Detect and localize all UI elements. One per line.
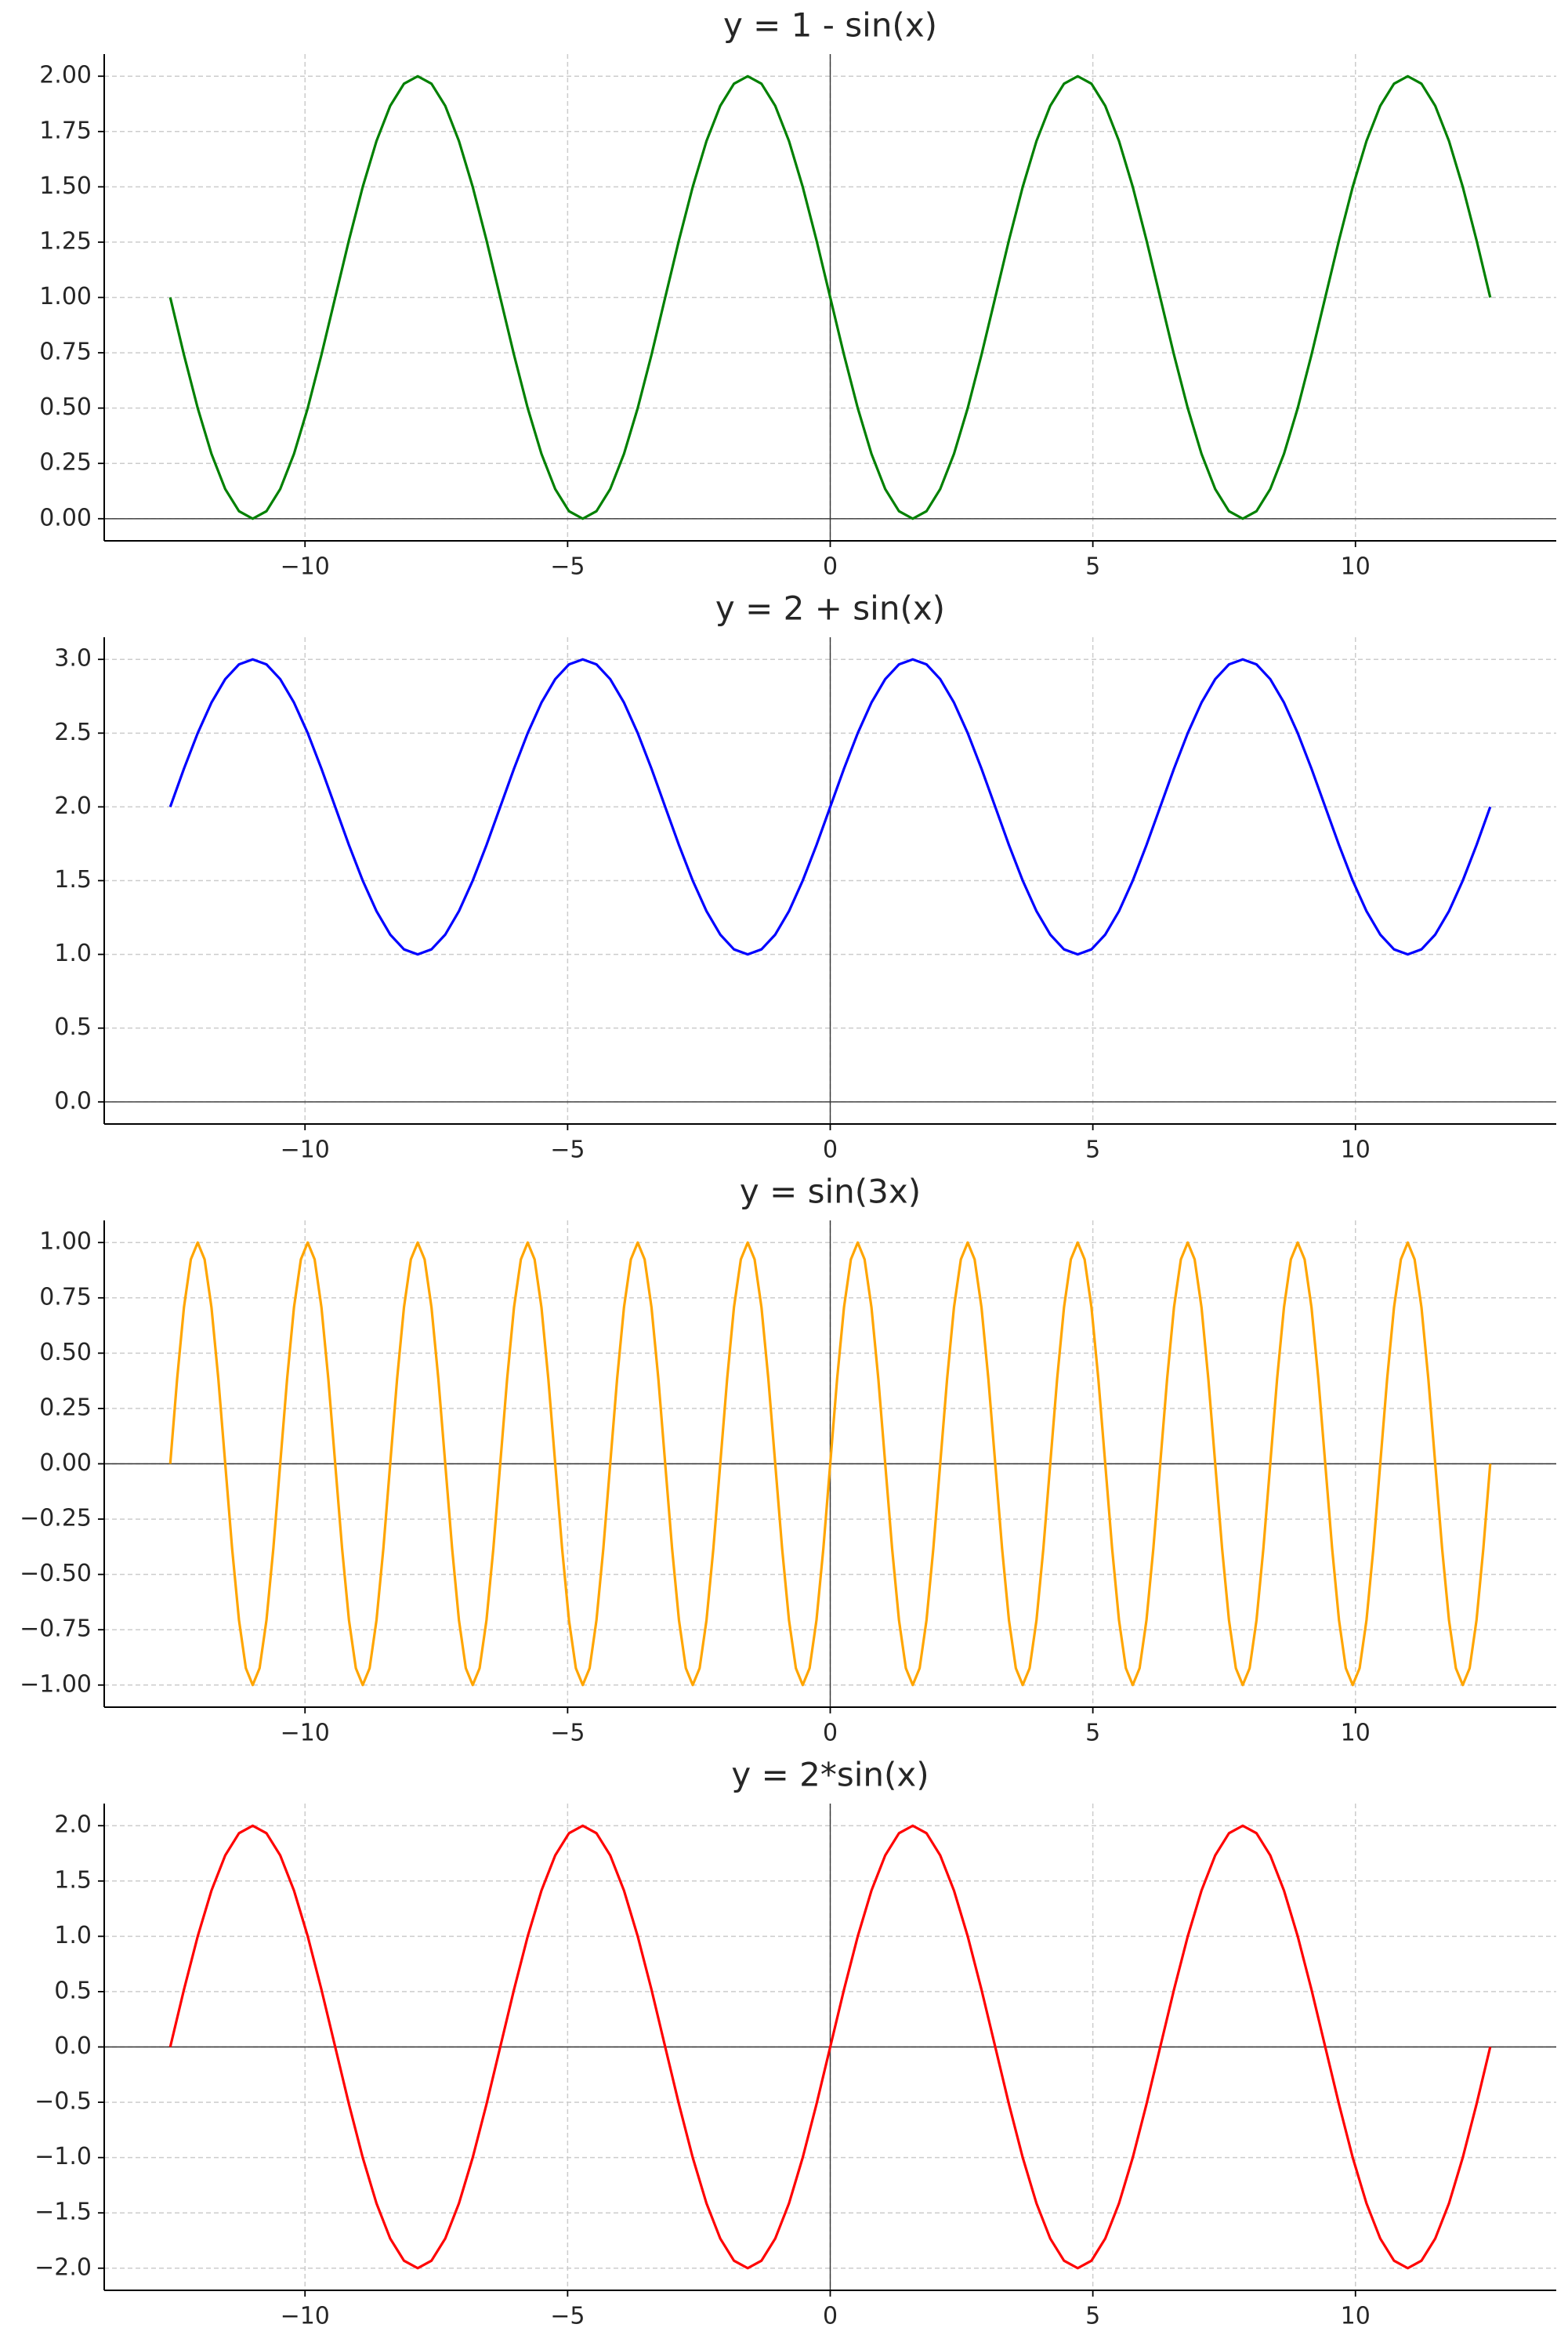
y-tick-label: 2.0: [54, 1811, 92, 1839]
y-tick-label: −1.5: [34, 2199, 92, 2226]
y-tick-label: 1.00: [39, 1228, 92, 1256]
x-tick-label: 0: [823, 2303, 838, 2330]
y-tick-label: −0.5: [34, 2088, 92, 2116]
x-tick-label: 5: [1085, 553, 1100, 581]
y-tick-label: 1.5: [54, 866, 92, 894]
y-tick-label: 1.50: [39, 172, 92, 200]
y-tick-label: 2.00: [39, 62, 92, 89]
x-tick-label: −10: [281, 553, 330, 581]
x-tick-label: −10: [281, 2303, 330, 2330]
y-tick-label: 0.25: [39, 449, 92, 477]
x-tick-label: −5: [550, 553, 585, 581]
x-tick-label: 10: [1341, 2303, 1371, 2330]
x-tick-label: 5: [1085, 1137, 1100, 1164]
data-line: [168, 1241, 1492, 1687]
y-tick-label: 2.0: [54, 792, 92, 820]
y-tick-label: 1.5: [54, 1866, 92, 1894]
y-tick-label: −1.0: [34, 2143, 92, 2170]
y-tick-label: −0.50: [20, 1560, 92, 1587]
x-tick-label: 10: [1341, 553, 1371, 581]
x-tick-label: 0: [823, 553, 838, 581]
y-tick-label: 1.75: [39, 117, 92, 144]
y-tick-label: −2.0: [34, 2253, 92, 2281]
y-tick-label: 2.5: [54, 719, 92, 746]
x-tick-label: 0: [823, 1137, 838, 1164]
y-tick-label: 0.75: [39, 1283, 92, 1311]
y-tick-label: 1.00: [39, 283, 92, 310]
y-tick-label: 0.00: [39, 1449, 92, 1477]
x-tick-label: 0: [823, 1720, 838, 1747]
y-tick-label: 1.0: [54, 1922, 92, 1949]
y-tick-label: −0.75: [20, 1615, 92, 1643]
data-line: [168, 658, 1492, 956]
x-tick-label: −5: [550, 1137, 585, 1164]
chart-title: y = sin(3x): [740, 1173, 921, 1211]
x-tick-label: 10: [1341, 1137, 1371, 1164]
x-tick-label: −5: [550, 1720, 585, 1747]
chart-title: y = 2 + sin(x): [715, 589, 945, 628]
y-tick-label: 0.50: [39, 1339, 92, 1366]
chart-title: y = 2*sin(x): [731, 1756, 929, 1794]
x-tick-label: 5: [1085, 2303, 1100, 2330]
y-tick-label: 0.25: [39, 1394, 92, 1421]
y-tick-label: 1.0: [54, 940, 92, 967]
y-tick-label: −0.25: [20, 1505, 92, 1532]
y-tick-label: 1.25: [39, 227, 92, 255]
x-tick-label: 5: [1085, 1720, 1100, 1747]
x-tick-label: −10: [281, 1137, 330, 1164]
y-tick-label: 0.75: [39, 339, 92, 366]
y-tick-label: 0.5: [54, 1013, 92, 1041]
y-tick-label: 0.50: [39, 393, 92, 421]
y-tick-label: 0.0: [54, 1087, 92, 1115]
y-tick-label: −1.00: [20, 1670, 92, 1698]
y-tick-label: 3.0: [54, 645, 92, 673]
chart-title: y = 1 - sin(x): [723, 6, 937, 45]
x-tick-label: 10: [1341, 1720, 1371, 1747]
y-tick-label: 0.0: [54, 2032, 92, 2060]
y-tick-label: 0.5: [54, 1977, 92, 2004]
x-tick-label: −5: [550, 2303, 585, 2330]
y-tick-label: 0.00: [39, 504, 92, 531]
data-line: [168, 74, 1492, 520]
data-line: [168, 1824, 1492, 2270]
x-tick-label: −10: [281, 1720, 330, 1747]
